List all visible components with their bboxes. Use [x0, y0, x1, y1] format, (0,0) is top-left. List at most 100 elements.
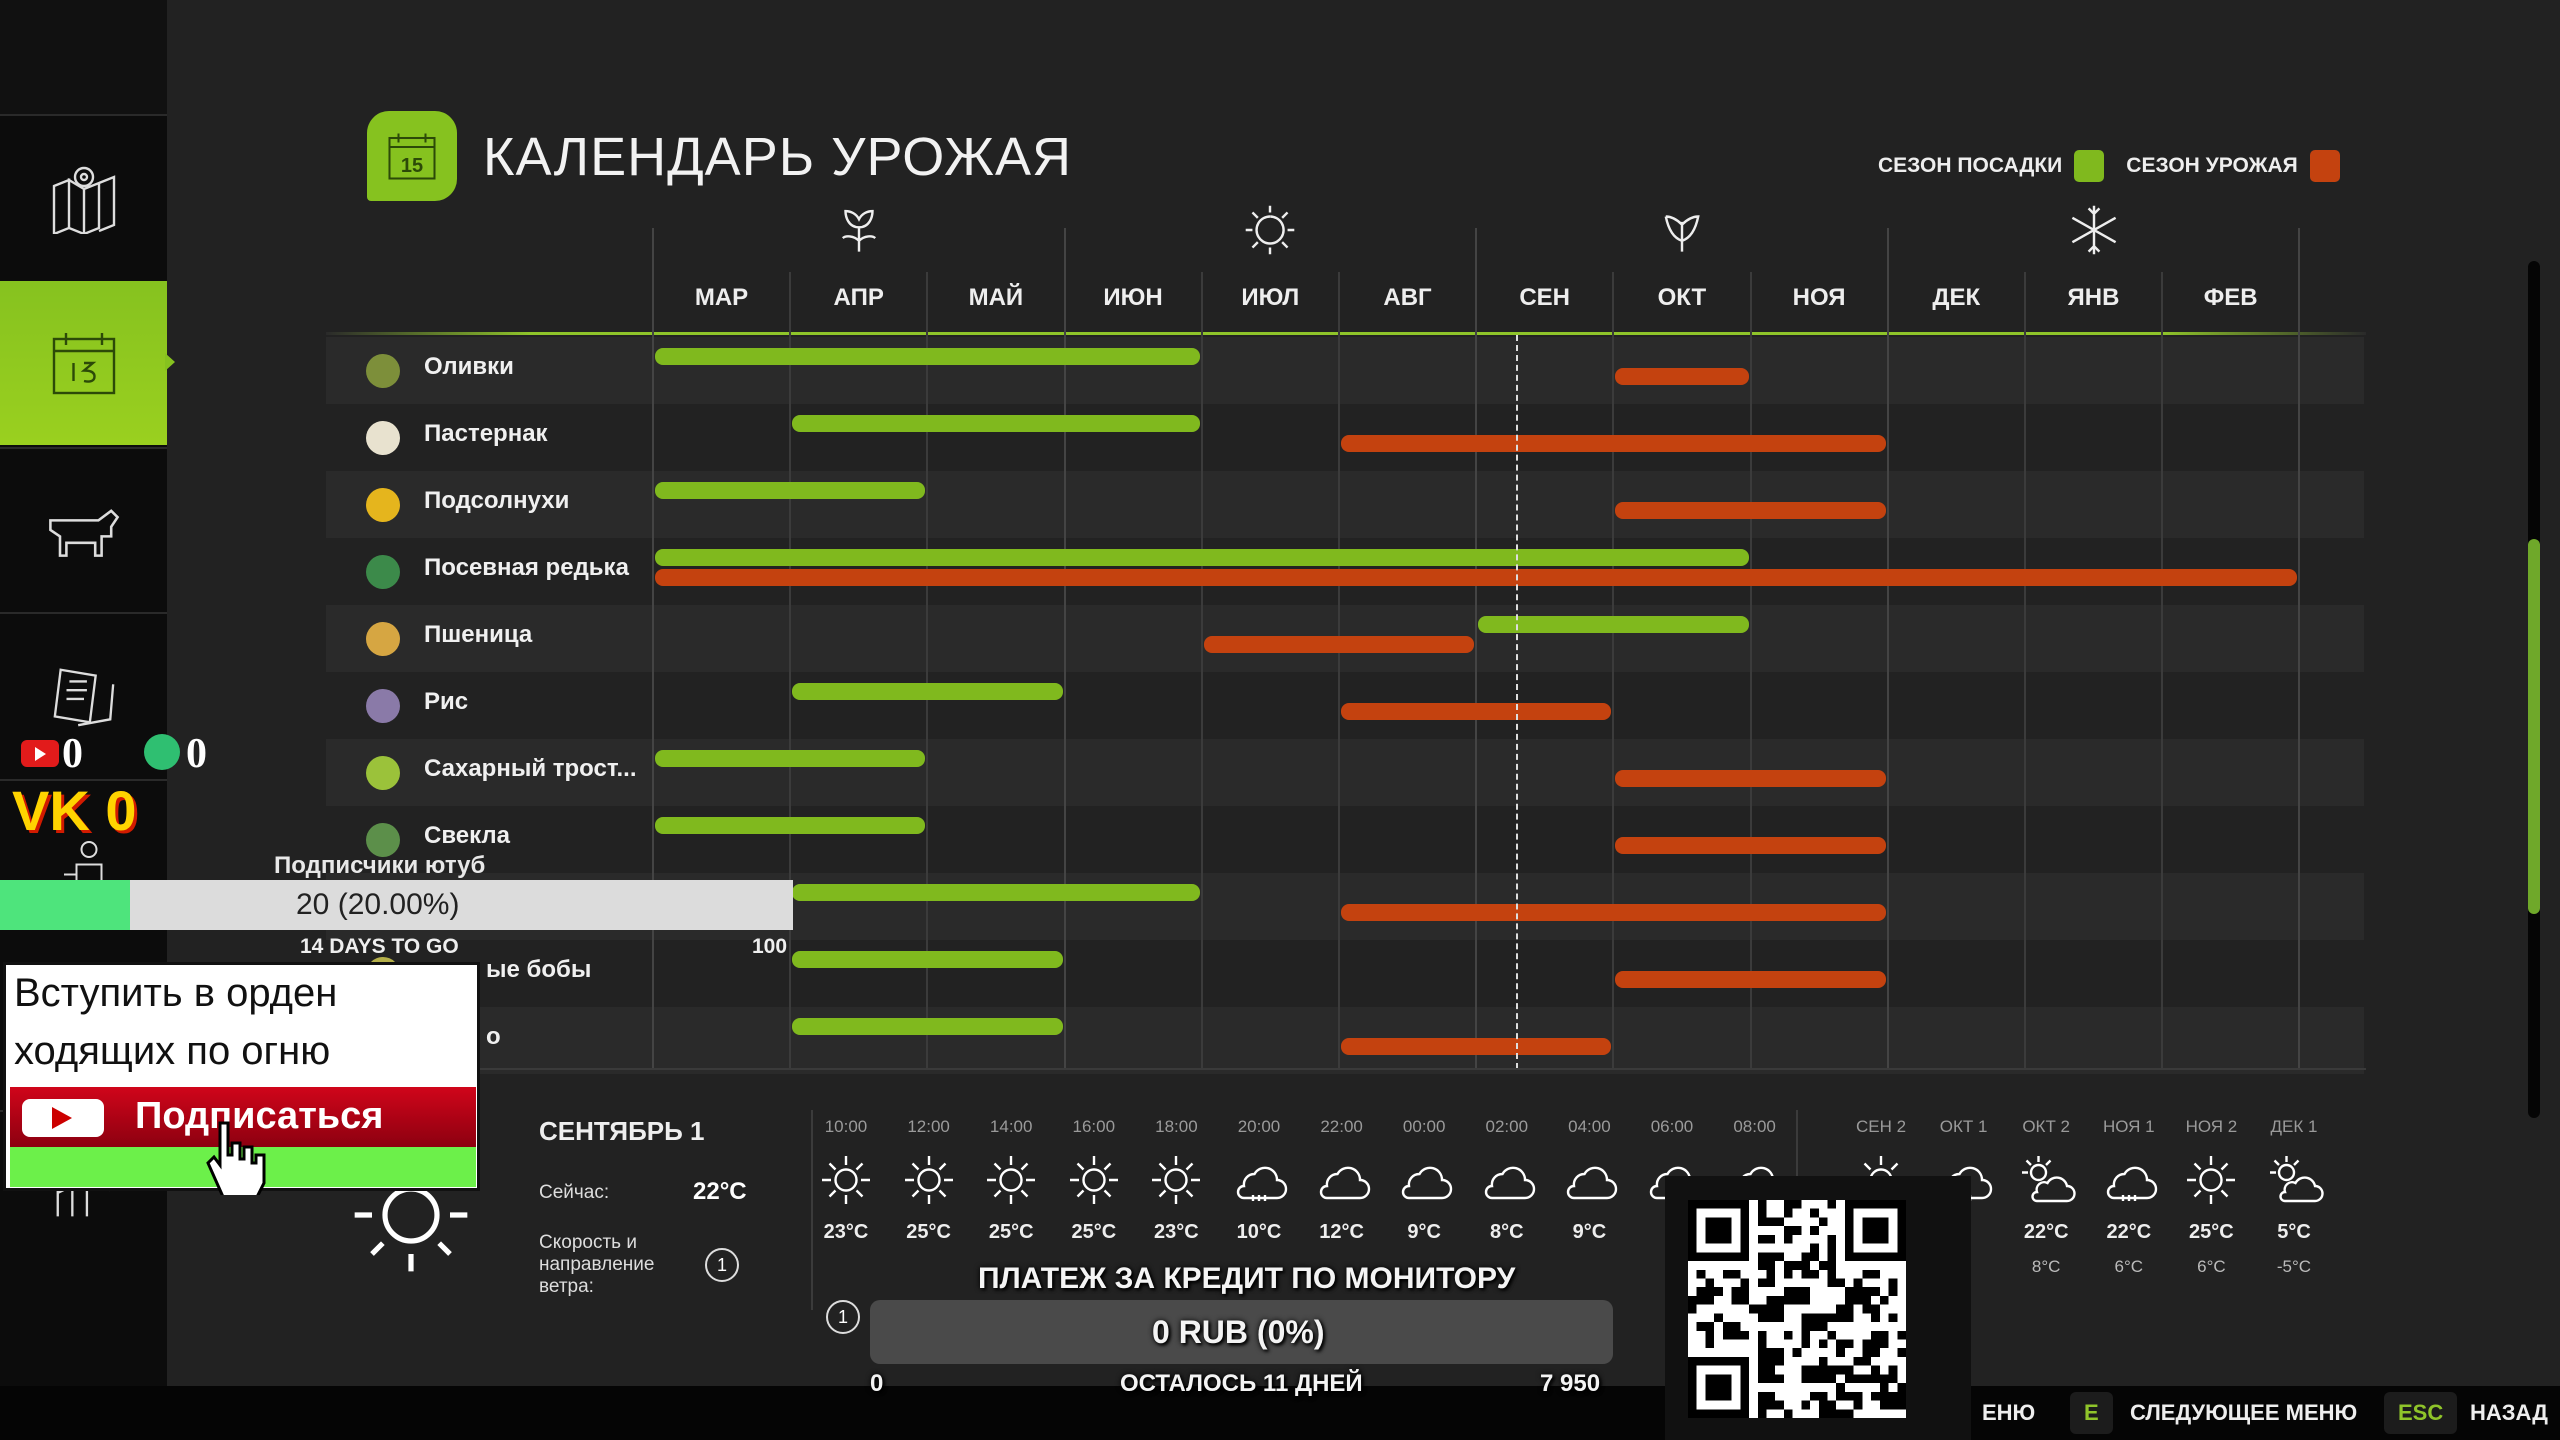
crop-icon [366, 622, 400, 656]
credit-min: 0 [870, 1370, 884, 1397]
month-label: СЕН [1519, 284, 1571, 311]
divider [811, 1110, 813, 1310]
wind-pin-value: 1 [837, 1307, 848, 1327]
active-indicator-arrow [165, 353, 175, 371]
calendar-badge: 15 [367, 111, 457, 201]
cow-icon [48, 508, 119, 557]
crop-name: Рис [424, 688, 469, 715]
crop-name: Сахарный трост... [424, 755, 637, 782]
youtube-count: 0 [62, 731, 83, 777]
next-menu-key[interactable]: E [2070, 1392, 2113, 1434]
forecast-temp: 9°C [1572, 1221, 1607, 1243]
month-gridline [1886, 228, 1889, 1069]
weather-date: СЕНТЯБРЬ 1 [539, 1116, 705, 1146]
subs-progress-fill [0, 880, 131, 930]
calendar-icon [388, 133, 436, 180]
cloud-icon [1402, 1166, 1453, 1200]
month-label: МАР [694, 284, 749, 311]
month-gridline [926, 272, 929, 1069]
forecast-time: 18:00 [1155, 1117, 1198, 1136]
credit-title: ПЛАТЕЖ ЗА КРЕДИТ ПО МОНИТОРУ [978, 1262, 1516, 1295]
month-label: ИЮЛ [1241, 284, 1300, 311]
wind-pin-icon: 1 [826, 1300, 860, 1334]
sidebar-item-calendar[interactable] [0, 281, 175, 445]
calendar-icon [52, 333, 115, 395]
now-label: Сейчас: [539, 1182, 610, 1203]
month-gridline [2298, 228, 2301, 1069]
sun-icon [822, 1156, 870, 1204]
winter-snowflake-icon [2071, 205, 2116, 255]
month-label: НОЯ [1792, 284, 1846, 311]
prev-menu-label[interactable]: ЕНЮ [1982, 1400, 2036, 1425]
forecast-day: ОКТ 1 [1939, 1117, 1988, 1136]
harvest-bar [1341, 904, 1886, 921]
scrollbar-thumb[interactable] [2528, 539, 2540, 914]
next-menu-label[interactable]: СЛЕДУЮЩЕЕ МЕНЮ [2130, 1400, 2358, 1425]
credit-progress-bar: 0 RUB (0%) [870, 1300, 1613, 1364]
harvest-bar [1615, 971, 1886, 988]
crop-icon [366, 823, 400, 857]
month-gridline [1200, 272, 1203, 1069]
back-key[interactable]: ESC [2384, 1392, 2458, 1434]
chart-bottom-line [326, 1068, 2366, 1070]
vk-count: VK 0 [12, 779, 137, 842]
sun-icon [2187, 1156, 2236, 1204]
sun-cloud-icon [2022, 1156, 2076, 1203]
subs-goal: 100 [752, 935, 788, 958]
forecast-time: 10:00 [824, 1117, 868, 1136]
back-label[interactable]: НАЗАД [2470, 1400, 2548, 1425]
planting-bar [655, 482, 926, 499]
sidebar-item-contracts[interactable] [0, 612, 167, 777]
sun-icon [904, 1156, 953, 1204]
planting-bar [792, 1018, 1063, 1035]
crop-name: Подсолнухи [424, 487, 570, 514]
forecast-time: 06:00 [1650, 1117, 1694, 1136]
subs-days: 14 DAYS TO GO [300, 935, 459, 958]
forecast-day: СЕН 2 [1855, 1117, 1907, 1136]
month-gridline [1338, 272, 1340, 1069]
legend-harvest-swatch [2309, 150, 2340, 182]
forecast-time: 08:00 [1733, 1117, 1776, 1136]
forecast-temp: 9°C [1407, 1221, 1441, 1243]
month-gridline [1475, 228, 1478, 1069]
bottom-bar: ЕНЮ E СЛЕДУЮЩЕЕ МЕНЮ ESC НАЗАД [0, 1386, 2560, 1440]
month-label: АПР [833, 284, 884, 311]
sun-icon [1152, 1156, 1201, 1204]
forecast-temp: 12°C [1319, 1221, 1364, 1243]
header-divider [326, 332, 2366, 335]
crop-name: Посевная редька [424, 554, 629, 581]
subs-label: Подписчики ютуб [274, 852, 486, 879]
tiktok-count: 0 [186, 731, 207, 777]
harvest-bar [1615, 368, 1749, 385]
scrollbar-track[interactable] [2528, 261, 2540, 1118]
sidebar-item-map[interactable] [0, 114, 167, 279]
planting-bar [655, 549, 1749, 566]
planting-bar [655, 817, 926, 834]
month-gridline [789, 272, 792, 1069]
planting-bar [655, 750, 926, 767]
month-gridline [2024, 272, 2026, 1069]
forecast-temp: 25°C [906, 1221, 951, 1243]
crop-name: о [486, 1023, 501, 1050]
month-gridline [2161, 272, 2164, 1069]
month-gridline [652, 228, 654, 1069]
forecast-time: 22:00 [1320, 1117, 1363, 1136]
wind-label: Скорость и направление ветра: [539, 1232, 655, 1297]
forecast-time: 16:00 [1072, 1117, 1116, 1136]
subscribe-popup: Вступить в орден ходящих по огню Подписа… [3, 962, 480, 1195]
cloud-icon [1484, 1166, 1535, 1200]
month-label: ЯНВ [2067, 284, 2120, 311]
forecast-temp: 25°C [1071, 1221, 1117, 1243]
harvest-bar [1341, 1038, 1612, 1055]
subscribe-button[interactable]: Подписаться [10, 1087, 476, 1147]
crop-icon [366, 354, 400, 388]
rain-cloud-icon [2106, 1166, 2157, 1201]
production-icon [56, 1172, 111, 1216]
sidebar-item-animals[interactable] [0, 447, 167, 610]
rain-cloud-icon [1236, 1166, 1288, 1201]
forecast-temp: 25°C [988, 1221, 1034, 1243]
harvest-bar [655, 569, 2298, 586]
youtube-icon [22, 1099, 104, 1137]
forecast-time: 02:00 [1485, 1117, 1529, 1136]
month-gridline [1749, 272, 1752, 1069]
